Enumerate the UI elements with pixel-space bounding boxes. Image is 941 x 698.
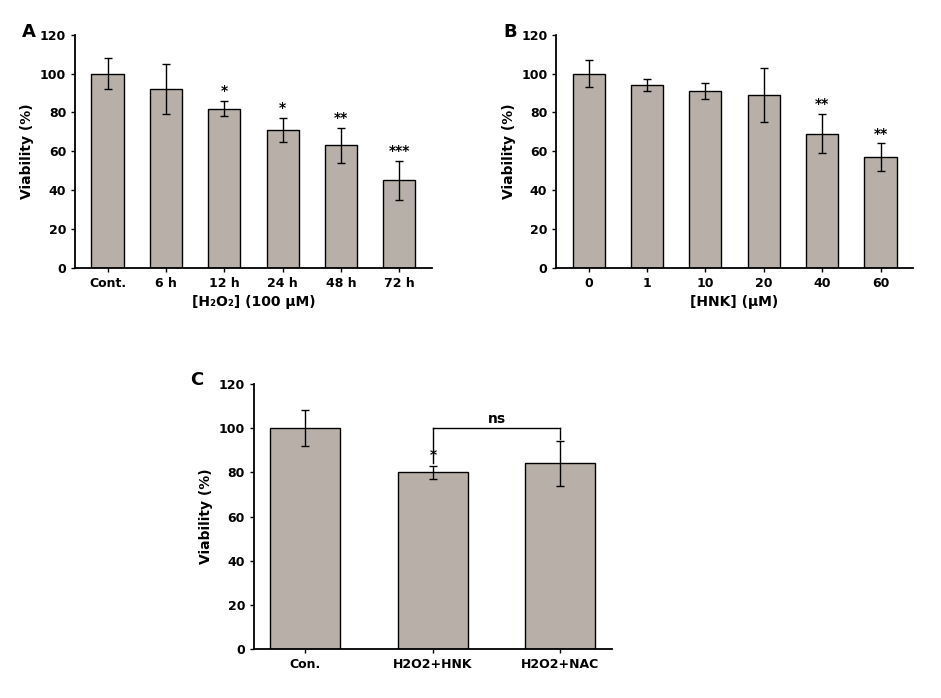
Bar (398, 473, 468, 649)
Text: ***: *** (389, 144, 410, 158)
Text: B: B (502, 23, 517, 41)
Bar (525, 463, 596, 649)
Bar (631, 85, 663, 267)
Bar (865, 157, 897, 267)
Y-axis label: Viability (%): Viability (%) (199, 469, 214, 564)
Bar (325, 145, 357, 267)
Text: *: * (221, 84, 228, 98)
Bar (806, 134, 838, 267)
Bar (690, 91, 722, 267)
Text: A: A (22, 23, 36, 41)
X-axis label: [H₂O₂] (100 µM): [H₂O₂] (100 µM) (192, 295, 315, 309)
Text: **: ** (334, 111, 348, 125)
Bar (383, 180, 416, 267)
Text: C: C (190, 371, 203, 389)
Bar (266, 130, 298, 267)
Bar (748, 95, 780, 267)
Y-axis label: Viability (%): Viability (%) (21, 103, 35, 199)
Text: *: * (279, 101, 286, 115)
Text: **: ** (815, 98, 829, 112)
Y-axis label: Viability (%): Viability (%) (502, 103, 516, 199)
Bar (150, 89, 182, 267)
Text: ns: ns (487, 412, 505, 426)
Bar (572, 74, 605, 267)
Bar (270, 428, 341, 649)
Bar (91, 74, 123, 267)
Bar (208, 109, 240, 267)
Text: *: * (429, 448, 437, 462)
X-axis label: [HNK] (µM): [HNK] (µM) (691, 295, 779, 309)
Text: **: ** (873, 126, 887, 140)
